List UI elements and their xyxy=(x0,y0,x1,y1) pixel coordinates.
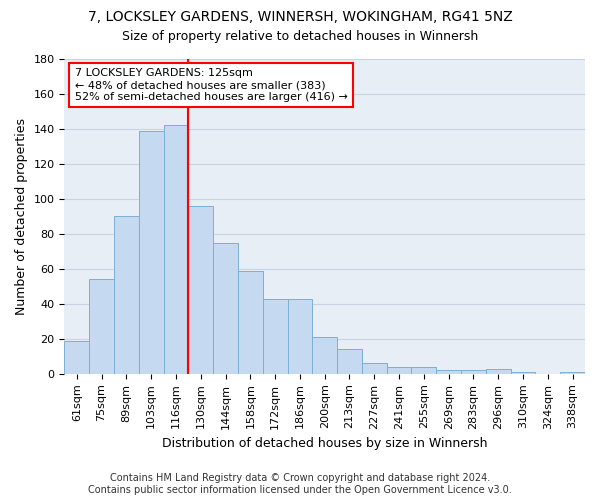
Bar xyxy=(188,206,213,374)
Bar xyxy=(139,130,164,374)
Bar xyxy=(164,126,188,374)
Bar xyxy=(386,367,412,374)
Bar xyxy=(213,242,238,374)
Bar xyxy=(238,270,263,374)
Bar xyxy=(560,372,585,374)
Bar xyxy=(412,367,436,374)
Text: 7 LOCKSLEY GARDENS: 125sqm
← 48% of detached houses are smaller (383)
52% of sem: 7 LOCKSLEY GARDENS: 125sqm ← 48% of deta… xyxy=(75,68,347,102)
Text: Contains HM Land Registry data © Crown copyright and database right 2024.
Contai: Contains HM Land Registry data © Crown c… xyxy=(88,474,512,495)
Bar xyxy=(511,372,535,374)
Bar xyxy=(89,280,114,374)
Bar xyxy=(436,370,461,374)
Text: Size of property relative to detached houses in Winnersh: Size of property relative to detached ho… xyxy=(122,30,478,43)
Bar xyxy=(287,298,313,374)
Bar xyxy=(263,298,287,374)
Bar xyxy=(313,337,337,374)
Bar xyxy=(461,370,486,374)
Text: 7, LOCKSLEY GARDENS, WINNERSH, WOKINGHAM, RG41 5NZ: 7, LOCKSLEY GARDENS, WINNERSH, WOKINGHAM… xyxy=(88,10,512,24)
Y-axis label: Number of detached properties: Number of detached properties xyxy=(15,118,28,315)
Bar xyxy=(114,216,139,374)
X-axis label: Distribution of detached houses by size in Winnersh: Distribution of detached houses by size … xyxy=(162,437,487,450)
Bar xyxy=(486,368,511,374)
Bar xyxy=(337,350,362,374)
Bar xyxy=(362,364,386,374)
Bar xyxy=(64,340,89,374)
